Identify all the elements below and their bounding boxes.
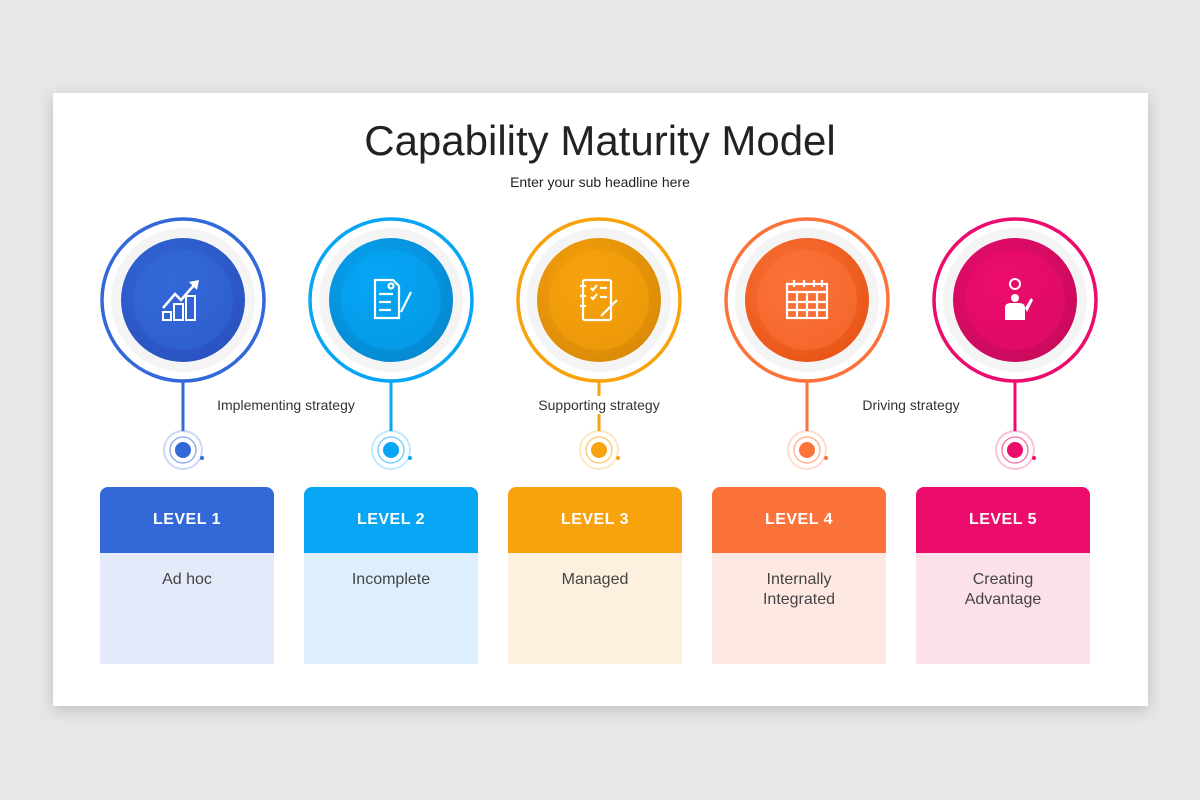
target-dot — [799, 442, 815, 458]
contract-signing-icon — [373, 278, 412, 320]
level-card-1: LEVEL 1 Ad hoc — [100, 487, 274, 664]
level-4-node — [724, 217, 890, 470]
orbit-dot — [1032, 456, 1036, 460]
page-title: Capability Maturity Model — [364, 117, 836, 164]
level-description-text: Managed — [561, 571, 629, 588]
subtitle: Enter your sub headline here — [510, 174, 690, 190]
level-5-node — [932, 217, 1098, 470]
checklist-notebook-icon — [580, 278, 618, 322]
inner-disc-highlight — [133, 250, 233, 350]
level-card-3: LEVEL 3 Managed — [508, 487, 682, 664]
orbit-dot — [408, 456, 412, 460]
growth-chart-coins-icon — [162, 280, 199, 321]
level-2-node — [308, 217, 474, 470]
level-description-text: Ad hoc — [162, 571, 212, 588]
target-dot — [383, 442, 399, 458]
orbit-dot — [824, 456, 828, 460]
target-ring — [377, 436, 405, 464]
calendar-check-icon — [785, 280, 829, 320]
inner-disc-highlight — [341, 250, 441, 350]
strategy-label-supporting: Supporting strategy — [536, 396, 662, 414]
level-label: LEVEL 5 — [916, 487, 1090, 553]
level-label: LEVEL 4 — [712, 487, 886, 553]
target-dot — [1007, 442, 1023, 458]
target-ring — [1001, 436, 1029, 464]
level-description-text: Creating Advantage — [964, 571, 1042, 608]
strategy-label-implementing: Implementing strategy — [215, 396, 357, 414]
level-label: LEVEL 1 — [100, 487, 274, 553]
level-card-5: LEVEL 5 Creating Advantage — [916, 487, 1090, 664]
level-card-4: LEVEL 4 Internally Integrated — [712, 487, 886, 664]
idea-person-icon — [1005, 278, 1033, 320]
level-label: LEVEL 3 — [508, 487, 682, 553]
inner-disc-highlight — [549, 250, 649, 350]
orbit-dot — [616, 456, 620, 460]
target-ring — [585, 436, 613, 464]
target-ring — [793, 436, 821, 464]
level-description: Incomplete — [304, 553, 478, 664]
target-dot — [591, 442, 607, 458]
level-3-node — [516, 217, 682, 470]
level-description-text: Incomplete — [351, 571, 431, 588]
level-label: LEVEL 2 — [304, 487, 478, 553]
level-description: Internally Integrated — [712, 553, 886, 664]
level-description: Managed — [508, 553, 682, 664]
strategy-label-driving: Driving strategy — [860, 396, 962, 414]
level-card-2: LEVEL 2 Incomplete — [304, 487, 478, 664]
level-description: Creating Advantage — [916, 553, 1090, 664]
target-dot — [175, 442, 191, 458]
orbit-dot — [200, 456, 204, 460]
level-description-text: Internally Integrated — [762, 571, 836, 608]
level-1-node — [100, 217, 266, 470]
level-description: Ad hoc — [100, 553, 274, 664]
target-ring — [169, 436, 197, 464]
